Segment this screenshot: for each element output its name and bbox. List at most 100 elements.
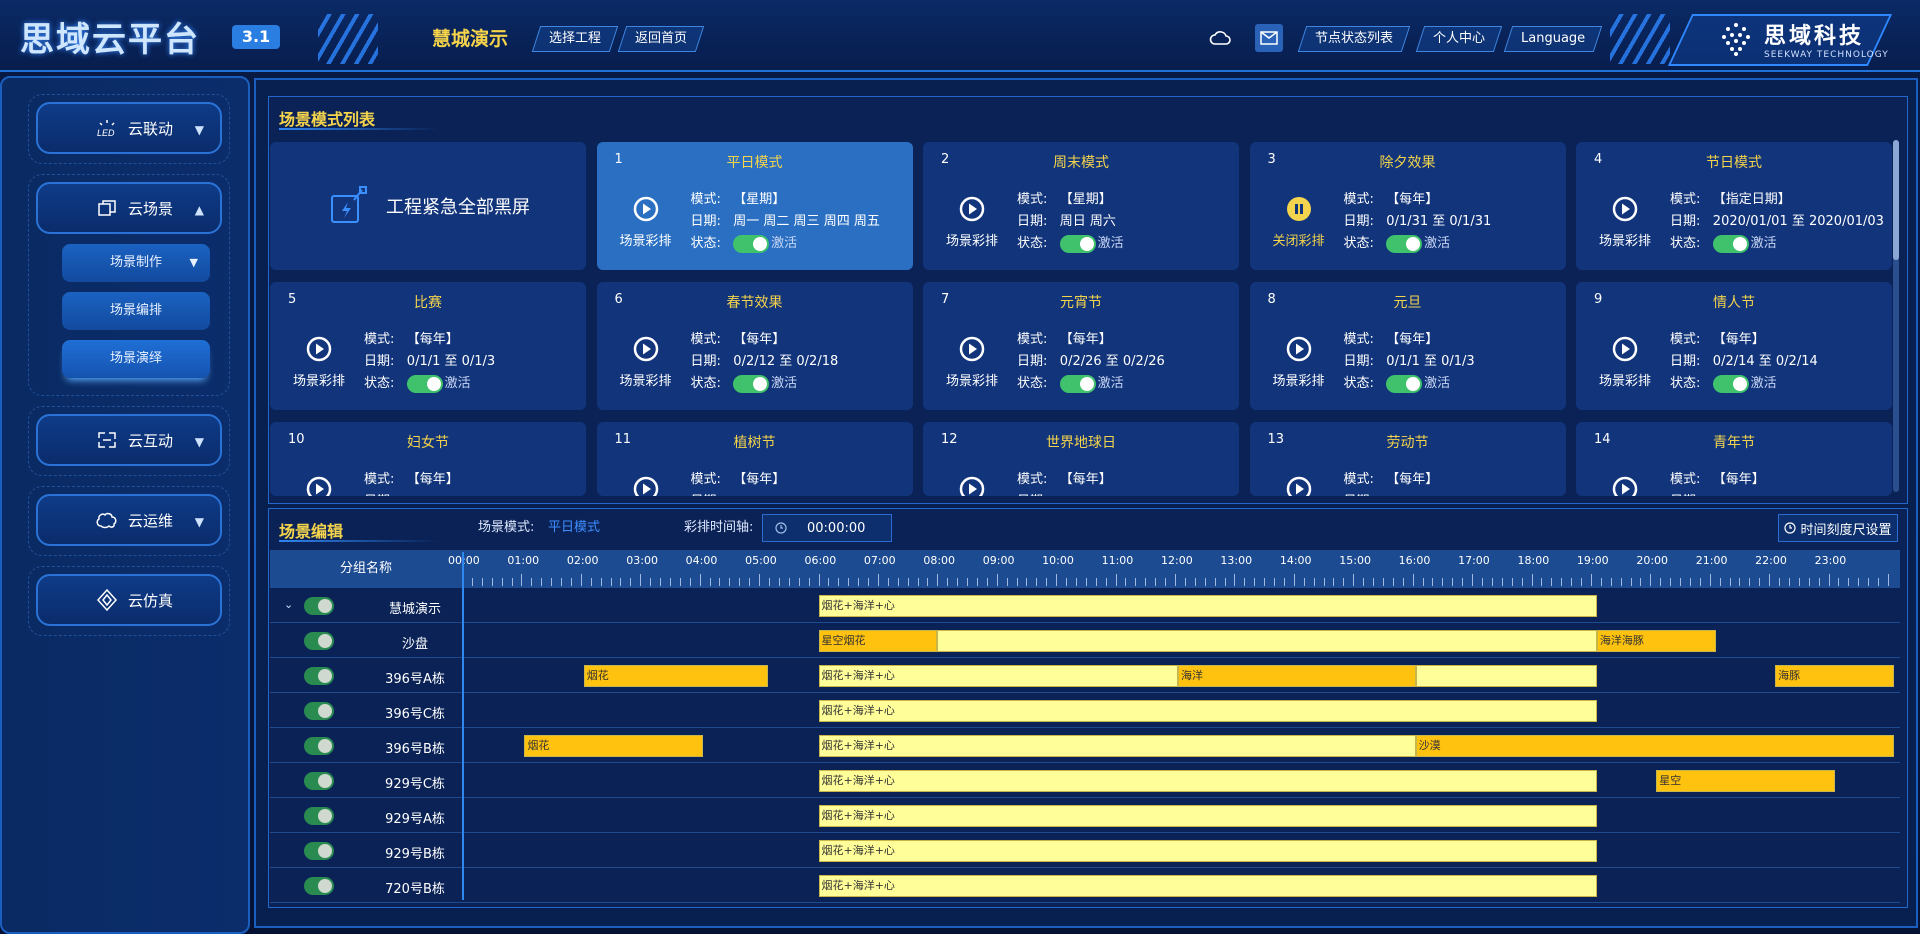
group-toggle[interactable] [304, 632, 334, 650]
sidebar-item-cloud-sim[interactable]: 云仿真 [36, 574, 222, 626]
sidebar-item-cloud-linkage[interactable]: LED 云联动 ▼ [36, 102, 222, 154]
timeline-segment[interactable]: 烟花+海洋+心 [818, 875, 1597, 897]
timeline-segment[interactable]: 烟花+海洋+心 [818, 735, 1416, 757]
timeline-segment[interactable]: 海洋 [1177, 665, 1416, 687]
play-icon[interactable] [306, 476, 332, 496]
play-icon[interactable] [633, 196, 659, 222]
timeline-segment[interactable]: 烟花+海洋+心 [818, 770, 1597, 792]
play-icon[interactable] [633, 476, 659, 496]
emergency-blackout-button[interactable]: 工程紧急全部黑屏 [270, 142, 586, 270]
cloud-icon[interactable] [1206, 24, 1234, 52]
ruler-tick [1699, 578, 1701, 586]
play-icon[interactable] [1612, 196, 1638, 222]
sub-item-scene-perform[interactable]: 场景演绎 [62, 340, 210, 378]
status-toggle[interactable] [733, 374, 770, 393]
chevron-down-icon[interactable]: ⌄ [284, 598, 294, 611]
play-icon[interactable] [306, 336, 332, 362]
timeline-segment[interactable]: 烟花+海洋+心 [818, 595, 1597, 617]
status-toggle[interactable] [1386, 374, 1423, 393]
timeline-segment[interactable]: 星空 [1656, 770, 1835, 792]
time-scale-settings-button[interactable]: 时间刻度尺设置 [1778, 514, 1898, 542]
rehearsal-button[interactable]: 场景彩排 [1598, 374, 1651, 389]
play-icon[interactable] [959, 476, 985, 496]
timeline-segment[interactable] [1415, 665, 1597, 687]
play-icon[interactable] [1612, 476, 1638, 496]
timeline-segment[interactable]: 海豚 [1775, 665, 1894, 687]
status-toggle[interactable] [1059, 374, 1096, 393]
scene-list-scrollbar[interactable] [1893, 140, 1899, 492]
scene-card[interactable]: 2 周末模式 场景彩排 模式: 【星期】 日期: 周日 周六 状态: 激活 [923, 142, 1239, 270]
scene-card[interactable]: 5 比赛 场景彩排 模式: 【每年】 日期: 0/1/1 至 0/1/3 状态: 激活 [270, 282, 586, 410]
status-toggle[interactable] [1386, 234, 1423, 253]
timeline-segment[interactable]: 烟花+海洋+心 [818, 700, 1597, 722]
status-toggle[interactable] [733, 234, 770, 253]
rehearsal-button[interactable]: 场景彩排 [619, 374, 672, 389]
timeline-segment[interactable]: 烟花+海洋+心 [818, 665, 1178, 687]
timeline-segment[interactable] [937, 630, 1597, 652]
status-toggle[interactable] [1712, 234, 1749, 253]
rehearsal-button[interactable]: 场景彩排 [1272, 374, 1325, 389]
scene-card[interactable]: 9 情人节 场景彩排 模式: 【每年】 日期: 0/2/14 至 0/2/14 状态: 激… [1576, 282, 1892, 410]
back-home-button[interactable]: 返回首页 [617, 26, 705, 52]
rehearsal-button[interactable]: 场景彩排 [1598, 234, 1651, 249]
personal-center-button[interactable]: 个人中心 [1415, 26, 1503, 52]
play-icon[interactable] [1286, 336, 1312, 362]
select-project-button[interactable]: 选择工程 [531, 26, 619, 52]
scrollbar-thumb[interactable] [1893, 140, 1899, 260]
hour-label: 23:00 [1814, 554, 1847, 567]
rehearsal-button[interactable]: 关闭彩排 [1272, 234, 1325, 249]
group-toggle[interactable] [304, 807, 334, 825]
group-toggle[interactable] [304, 877, 334, 895]
mail-icon[interactable] [1255, 24, 1283, 52]
status-toggle[interactable] [1712, 374, 1749, 393]
play-icon[interactable] [1286, 476, 1312, 496]
rehearsal-button[interactable]: 场景彩排 [292, 374, 345, 389]
sub-item-scene-arrange[interactable]: 场景编排 [62, 292, 210, 330]
play-icon[interactable] [959, 196, 985, 222]
status-toggle[interactable] [406, 374, 443, 393]
scene-card[interactable]: 3 除夕效果 关闭彩排 模式: 【每年】 日期: 0/1/31 至 0/1/31 状态: … [1249, 142, 1566, 270]
scene-card[interactable]: 6 春节效果 场景彩排 模式: 【每年】 日期: 0/2/12 至 0/2/18 状态: … [596, 282, 913, 410]
timeline-segment[interactable]: 烟花 [524, 735, 703, 757]
timeline-segment[interactable]: 沙漠 [1415, 735, 1894, 757]
rehearsal-button[interactable]: 场景彩排 [945, 234, 998, 249]
playhead[interactable] [462, 552, 464, 900]
scene-card[interactable]: 1 平日模式 场景彩排 模式: 【星期】 日期: 周一 周二 周三 周四 周五 状态: 激… [596, 142, 913, 270]
timeline-time-field[interactable]: 00:00:00 [762, 514, 892, 542]
rehearsal-button[interactable]: 场景彩排 [945, 374, 998, 389]
timeline-segment[interactable]: 烟花 [583, 665, 768, 687]
status-toggle[interactable] [1059, 234, 1096, 253]
node-status-button[interactable]: 节点状态列表 [1297, 26, 1411, 52]
play-icon[interactable] [633, 336, 659, 362]
scene-card[interactable]: 4 节日模式 场景彩排 模式: 【指定日期】 日期: 2020/01/01 至 2020… [1576, 142, 1892, 270]
timeline-segment[interactable]: 海洋海豚 [1596, 630, 1716, 652]
group-toggle[interactable] [304, 772, 334, 790]
group-toggle[interactable] [304, 702, 334, 720]
group-toggle[interactable] [304, 842, 334, 860]
scene-card[interactable]: 8 元旦 场景彩排 模式: 【每年】 日期: 0/1/1 至 0/1/3 状态: 激活 [1249, 282, 1566, 410]
play-icon[interactable] [959, 336, 985, 362]
play-icon[interactable] [1612, 336, 1638, 362]
ruler-tick [1739, 578, 1741, 586]
language-button[interactable]: Language [1503, 26, 1603, 52]
rehearsal-button[interactable]: 场景彩排 [619, 234, 672, 249]
sidebar-item-cloud-interact[interactable]: 云互动 ▼ [36, 414, 222, 466]
group-toggle[interactable] [304, 737, 334, 755]
timeline-segment[interactable]: 星空烟花 [818, 630, 938, 652]
sidebar-item-cloud-ops[interactable]: 云运维 ▼ [36, 494, 222, 546]
sub-item-scene-make[interactable]: 场景制作 ▼ [62, 244, 210, 282]
scene-name: 世界地球日 [1046, 435, 1116, 451]
group-toggle[interactable] [304, 597, 334, 615]
pause-icon[interactable] [1286, 196, 1312, 222]
timeline-segment[interactable]: 烟花+海洋+心 [818, 805, 1597, 827]
sidebar-item-cloud-scene[interactable]: 云场景 ▲ [36, 182, 222, 234]
group-toggle[interactable] [304, 667, 334, 685]
timeline-segment[interactable]: 烟花+海洋+心 [818, 840, 1597, 862]
nav-frame [28, 566, 230, 636]
scene-card[interactable]: 7 元宵节 场景彩排 模式: 【每年】 日期: 0/2/26 至 0/2/26 状态: 激… [923, 282, 1239, 410]
